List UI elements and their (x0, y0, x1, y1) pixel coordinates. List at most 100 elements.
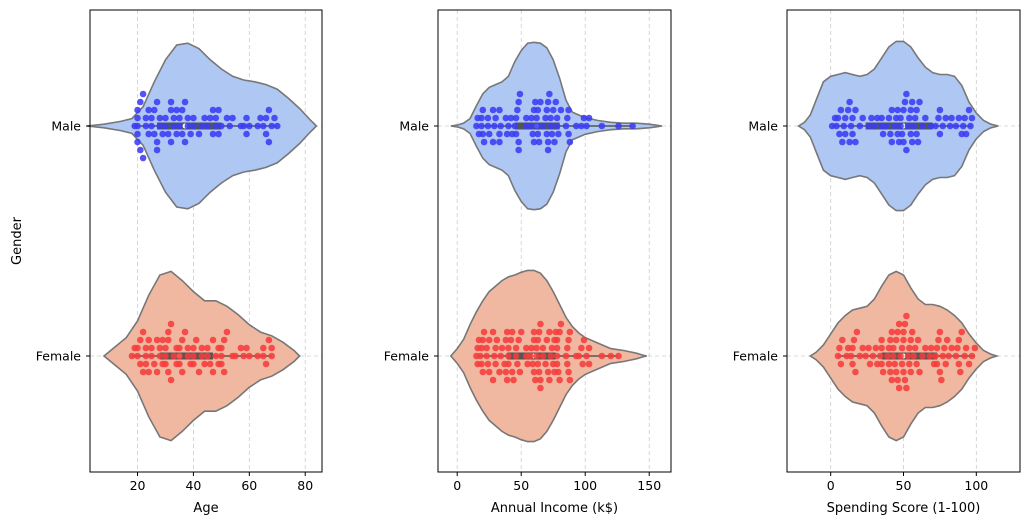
swarm-point-male (878, 114, 885, 122)
swarm-point-male (496, 106, 503, 114)
y-ticks-income: Male Female (384, 119, 438, 364)
swarm-point-male (190, 122, 197, 130)
swarm-point-female (167, 320, 175, 328)
swarm-point-female (254, 352, 262, 360)
swarm-point-female (533, 352, 540, 360)
swarm-point-male (836, 130, 843, 138)
swarm-point-male (888, 138, 896, 146)
swarm-point-male (962, 130, 970, 138)
swarm-spending (828, 90, 979, 392)
swarm-point-male (968, 114, 976, 122)
swarm-point-female (556, 328, 563, 336)
swarm-point-male (897, 122, 904, 130)
swarm-point-male (484, 122, 492, 130)
swarm-point-male (479, 106, 487, 114)
swarm-point-male (156, 114, 164, 122)
swarm-point-female (162, 344, 169, 352)
swarm-point-female (153, 368, 161, 376)
swarm-point-male (533, 114, 540, 122)
swarm-point-male (939, 122, 947, 130)
swarm-point-female (265, 336, 273, 344)
swarm-point-female (489, 328, 497, 336)
y-tick-label: Female (36, 349, 82, 364)
swarm-point-female (849, 360, 856, 368)
swarm-point-female (268, 344, 275, 352)
swarm-point-male (134, 138, 141, 146)
swarm-point-male (948, 114, 955, 122)
swarm-point-male (492, 114, 499, 122)
swarm-point-female (246, 352, 253, 360)
swarm-point-female (176, 352, 183, 360)
swarm-point-male (965, 106, 973, 114)
swarm-point-male (181, 138, 189, 146)
swarm-point-male (585, 114, 593, 122)
swarm-point-female (564, 360, 571, 368)
panel-spending-score: 0 50 100 Male Female Spending Score (1-100) (733, 9, 1021, 516)
swarm-point-female (539, 352, 547, 360)
swarm-point-female (220, 368, 228, 376)
swarm-point-female (485, 336, 493, 344)
swarm-point-male (914, 138, 922, 146)
swarm-point-female (483, 352, 490, 360)
swarm-point-male (967, 122, 974, 130)
swarm-point-male (833, 122, 840, 130)
swarm-point-male (580, 114, 588, 122)
swarm-point-female (223, 328, 231, 336)
swarm-point-female (933, 344, 941, 352)
swarm-point-female (839, 336, 846, 344)
swarm-point-male (254, 122, 262, 130)
swarm-point-male (268, 122, 275, 130)
swarm-point-male (176, 122, 183, 130)
swarm-point-male (906, 114, 913, 122)
swarm-point-female (852, 368, 859, 376)
y-tick-label: Male (748, 119, 778, 134)
swarm-point-male (936, 106, 944, 114)
swarm-point-female (192, 336, 200, 344)
swarm-point-female (537, 384, 544, 392)
swarm-point-male (562, 122, 570, 130)
swarm-point-male (137, 98, 144, 106)
swarm-point-female (204, 344, 211, 352)
x-axis-label-income: Annual Income (k$) (491, 501, 618, 516)
swarm-point-male (145, 106, 152, 114)
swarm-point-female (128, 352, 136, 360)
swarm-point-female (919, 352, 926, 360)
swarm-point-female (181, 328, 189, 336)
swarm-point-female (892, 368, 900, 376)
swarm-point-male (480, 138, 488, 146)
x-tick-label: 0 (827, 478, 835, 493)
swarm-point-female (942, 360, 950, 368)
swarm-point-female (910, 352, 917, 360)
swarm-point-female (142, 360, 150, 368)
swarm-point-female (553, 344, 561, 352)
swarm-point-male (273, 122, 281, 130)
swarm-point-male (243, 130, 250, 138)
swarm-point-male (489, 106, 497, 114)
swarm-point-female (479, 368, 487, 376)
swarm-point-female (529, 360, 537, 368)
swarm-point-male (547, 122, 554, 130)
swarm-point-male (903, 90, 910, 98)
swarm-point-female (178, 368, 186, 376)
swarm-point-male (491, 122, 498, 130)
swarm-point-female (907, 368, 915, 376)
swarm-point-female (232, 352, 239, 360)
swarm-point-male (535, 138, 543, 146)
swarm-point-female (543, 336, 551, 344)
swarm-point-male (148, 122, 155, 130)
swarm-point-male (187, 130, 194, 138)
swarm-point-male (173, 130, 180, 138)
swarm-point-male (195, 130, 203, 138)
swarm-point-male (847, 122, 855, 130)
swarm-point-female (491, 352, 498, 360)
swarm-point-female (508, 328, 516, 336)
swarm-point-male (181, 98, 189, 106)
swarm-point-male (201, 114, 208, 122)
swarm-point-male (868, 114, 875, 122)
swarm-point-female (528, 344, 535, 352)
swarm-point-female (489, 376, 497, 384)
swarm-point-female (853, 328, 861, 336)
swarm-point-female (965, 360, 973, 368)
swarm-point-male (515, 98, 522, 106)
swarm-point-male (564, 114, 571, 122)
